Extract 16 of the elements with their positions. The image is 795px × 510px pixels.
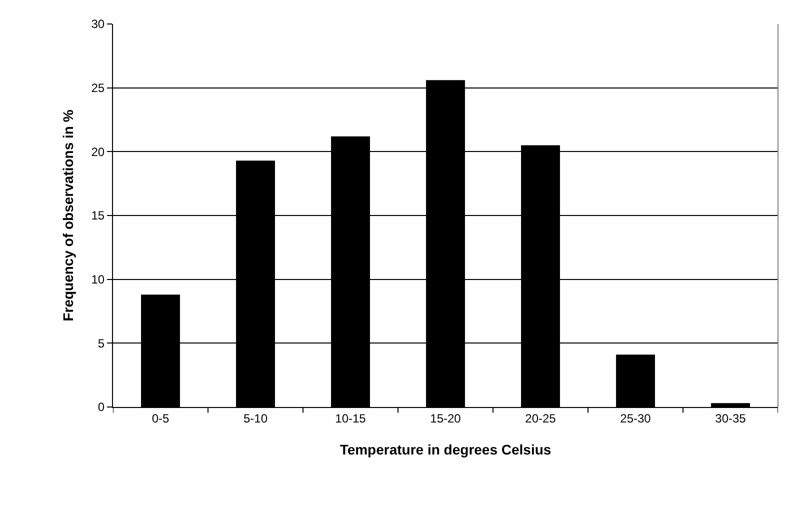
x-axis-title: Temperature in degrees Celsius [340, 442, 552, 458]
x-tick-label: 25-30 [620, 411, 652, 426]
y-tick-label: 10 [91, 272, 105, 287]
y-tick-label: 25 [91, 81, 105, 96]
x-tick-label: 20-25 [525, 411, 556, 426]
y-tick-label: 0 [98, 400, 105, 414]
y-tick-label: 5 [98, 336, 105, 350]
y-tick-label: 30 [91, 17, 105, 32]
y-tick-label: 20 [91, 144, 105, 159]
x-tick-label: 10-15 [335, 411, 366, 426]
x-tick-label: 5-10 [243, 411, 268, 426]
x-tick-label: 0-5 [152, 411, 170, 426]
y-axis-title: Frequency of observations in % [60, 109, 76, 322]
x-tick-label: 15-20 [430, 411, 462, 426]
y-tick-label: 15 [91, 208, 105, 223]
x-tick-label: 30-35 [715, 411, 746, 426]
